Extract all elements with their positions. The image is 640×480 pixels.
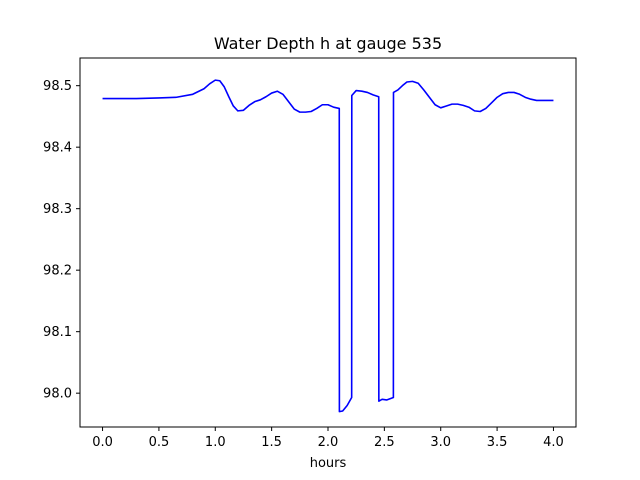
x-tick-label: 3.0	[430, 435, 451, 450]
x-tick-label: 1.5	[261, 435, 282, 450]
plot-area	[102, 79, 554, 413]
y-tick-label: 98.3	[43, 202, 72, 217]
x-tick-label: 0.5	[149, 435, 170, 450]
x-axis-label: hours	[310, 456, 347, 471]
x-tick-label: 2.0	[318, 435, 339, 450]
series-line-0	[102, 79, 554, 413]
x-tick-label: 2.5	[374, 435, 395, 450]
y-tick-label: 98.1	[43, 325, 72, 340]
chart-title: Water Depth h at gauge 535	[214, 34, 442, 53]
y-tick-label: 98.0	[43, 387, 72, 402]
axes-frame	[79, 57, 577, 428]
x-axis: 0.0 0.5 1.0 1.5 2.0 2.5 3.0 3.5 4.0	[92, 427, 564, 450]
x-tick-label: 1.0	[205, 435, 226, 450]
y-tick-label: 98.4	[43, 141, 72, 156]
y-axis: 98.0 98.1 98.2 98.3 98.4 98.5	[43, 79, 80, 402]
x-tick-label: 3.5	[487, 435, 508, 450]
y-tick-label: 98.2	[43, 264, 72, 279]
x-tick-label: 4.0	[543, 435, 564, 450]
y-tick-label: 98.5	[43, 79, 72, 94]
x-tick-label: 0.0	[92, 435, 113, 450]
